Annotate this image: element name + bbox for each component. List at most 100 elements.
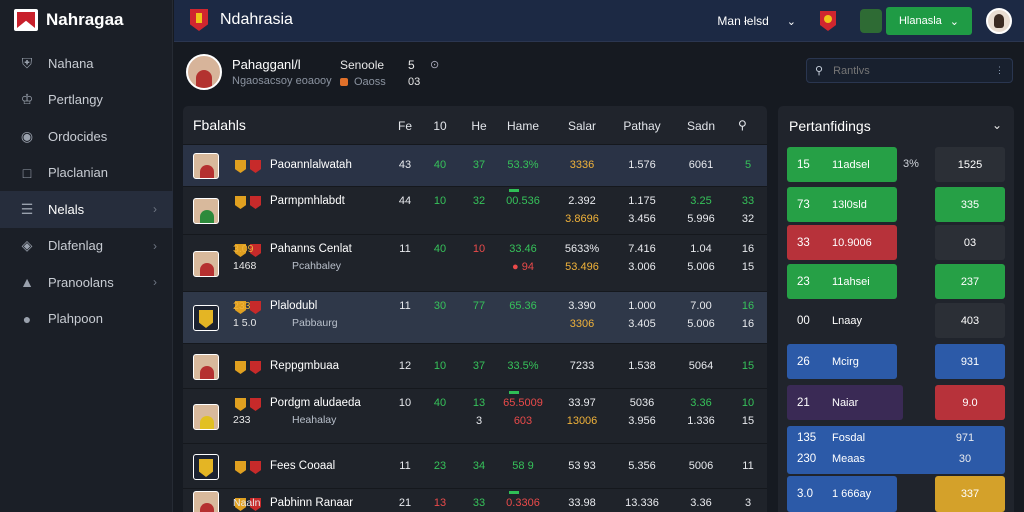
column-header[interactable]: Fe [393, 119, 417, 133]
club-crest-icon[interactable] [190, 9, 208, 31]
standings-value-text: 9.0 [962, 397, 977, 409]
table-row[interactable]: Reppgmbuaa 12 10 37 33.5% 7233 1.538 5064 15 [183, 343, 767, 388]
trend-marker [509, 189, 519, 192]
profile-stat2-label: 5 [408, 58, 415, 72]
table-row[interactable]: Pahanns Cenlat 3.09 1468 Pcahbaley 11 40 10 33.… [183, 234, 767, 291]
profile-stat2-sub: 03 [408, 76, 420, 88]
row-prefix: 1468 [233, 260, 256, 272]
table-cell: 32 [467, 195, 491, 207]
column-header[interactable]: He [467, 119, 491, 133]
top-menu-label[interactable]: Man łelsd [717, 14, 768, 28]
player-avatar[interactable] [193, 491, 219, 512]
player-avatar[interactable] [193, 305, 219, 331]
table-row[interactable]: Parmpmhlabdt 44 10 32 00.536 2.392 1.175 3.25 33… [183, 186, 767, 234]
standings-row[interactable]: 21 Naiar 9.0 [787, 385, 1005, 420]
standings-mid: 3% [903, 158, 919, 170]
table-row[interactable]: Pabhinn Ranaar Naaln 21 13 33 0.3306 33.98 13.3… [183, 488, 767, 512]
club-badge-icon[interactable] [820, 11, 836, 31]
column-header[interactable]: Sadn [679, 119, 723, 133]
square-icon: □ [18, 164, 36, 182]
standings-row[interactable]: 00 Lnaay 403 [787, 303, 1005, 338]
table-cell: 16 [723, 300, 767, 312]
sidebar-item-label: Placlanian [48, 165, 108, 180]
table-cell: 13 [428, 497, 452, 509]
player-avatar[interactable] [193, 198, 219, 224]
table-cell: 34 [467, 460, 491, 472]
standings-bar: 26 Mcirg [787, 344, 897, 379]
sidebar-item-7[interactable]: ● Plahpoon [0, 301, 173, 338]
sidebar-item-3[interactable]: □ Placlanian [0, 155, 173, 192]
status-dot-icon [340, 78, 348, 86]
column-header[interactable]: Salar [560, 119, 604, 133]
target-icon[interactable]: ⊙ [430, 58, 439, 71]
standings-row[interactable]: 3.0 1 666ay 337 [787, 476, 1005, 512]
sidebar-item-2[interactable]: ◉ Ordocides [0, 118, 173, 155]
dropdown-icon[interactable]: ⋮ [995, 65, 1004, 76]
sidebar-item-6[interactable]: ▲ Pranoolans › [0, 264, 173, 301]
player-name[interactable]: Fees Cooaal [270, 460, 335, 472]
table-cell: 13 [467, 397, 491, 409]
table-row[interactable]: Pordgm aludaeda 233 Heahalay 10 40 13 65.5009 3… [183, 388, 767, 443]
table-search-icon[interactable]: ⚲ [738, 118, 747, 132]
standings-value: 335 [935, 187, 1005, 222]
table-cell: 5064 [676, 360, 726, 372]
user-icon: ● [18, 310, 36, 328]
team-select-label: Hlanasla [899, 15, 942, 27]
table-row[interactable]: Plalodubl 233 1 5.0 Pabbaurg 11 30 77 65.36 3.39… [183, 291, 767, 343]
player-name[interactable]: Reppgmbuaa [270, 360, 339, 372]
profile-avatar[interactable] [186, 54, 222, 90]
player-name[interactable]: Plalodubl [270, 300, 317, 312]
table-cell: 5 [723, 159, 767, 171]
tag-icon: ◈ [18, 237, 36, 255]
standings-team: 11ahsei [832, 276, 870, 288]
sidebar-item-1[interactable]: ♔ Pertlangy [0, 82, 173, 119]
player-avatar[interactable] [193, 354, 219, 380]
column-header[interactable]: Pathay [620, 119, 664, 133]
player-name[interactable]: Pabhinn Ranaar [270, 497, 353, 509]
sidebar-item-0[interactable]: ⛨ Nahana [0, 45, 173, 82]
chevron-down-icon[interactable]: ⌄ [787, 15, 796, 28]
search-icon: ⚲ [815, 64, 823, 77]
table-cell: 6061 [676, 159, 726, 171]
sidebar-item-4[interactable]: ☰ Nelals › [0, 191, 173, 228]
standings-row[interactable]: 135 Fosdal 230 Meaas 971 30 [787, 426, 1005, 474]
table-cell: 5.356 [617, 460, 667, 472]
table-cell: 3306 [557, 318, 607, 330]
sidebar-item-5[interactable]: ◈ Dlafenlag › [0, 228, 173, 265]
player-avatar[interactable] [193, 251, 219, 277]
standings-row[interactable]: 23 11ahsei 237 [787, 264, 1005, 299]
player-name[interactable]: Paoannlalwatah [270, 159, 352, 171]
table-cell: 37 [467, 159, 491, 171]
column-header[interactable]: 10 [428, 119, 452, 133]
standings-row[interactable]: 33 10.9006 03 [787, 225, 1005, 260]
player-avatar[interactable] [193, 404, 219, 430]
player-avatar[interactable] [193, 153, 219, 179]
table-header: Fbalahls ⚲ Fe 10 He Hame Salar Pathay Sadn [183, 106, 767, 144]
standings-row[interactable]: 26 Mcirg 931 [787, 344, 1005, 379]
standings-row[interactable]: 73 13l0sld 335 [787, 187, 1005, 222]
chevron-down-icon: ⌄ [950, 15, 959, 28]
standings-row[interactable]: 15 11adsel 3% 1525 [787, 147, 1005, 182]
player-name[interactable]: Parmpmhlabdt [270, 195, 345, 207]
table-cell: 5.006 [676, 261, 726, 273]
player-name[interactable]: Pordgm aludaeda [270, 397, 361, 409]
standings-rank: 26 [797, 356, 810, 368]
search-input[interactable] [833, 65, 983, 77]
table-cell: 53 93 [557, 460, 607, 472]
user-avatar[interactable] [986, 8, 1012, 34]
table-row[interactable]: Paoannlalwatah 43 40 37 53.3% 3336 1.576 6061 5 [183, 144, 767, 186]
chevron-down-icon[interactable]: ⌄ [992, 118, 1002, 132]
table-row[interactable]: Fees Cooaal 11 23 34 58 9 53 93 5.356 5006 11 [183, 443, 767, 488]
trend-marker [509, 391, 519, 394]
club-badge-icon [250, 196, 261, 209]
table-cell: 15 [723, 261, 767, 273]
player-avatar[interactable] [193, 454, 219, 480]
team-select-button[interactable]: Hlanasla ⌄ [886, 7, 972, 35]
column-header[interactable]: Hame [501, 119, 545, 133]
app-logo[interactable]: Nahragaa [14, 8, 123, 32]
sidebar-item-label: Pertlangy [48, 92, 103, 107]
player-name[interactable]: Pahanns Cenlat [270, 243, 352, 255]
player-thumb-icon[interactable] [860, 9, 882, 33]
standings-title: Pertanfidings [789, 118, 871, 134]
search-box[interactable]: ⚲ ⋮ [806, 58, 1013, 83]
